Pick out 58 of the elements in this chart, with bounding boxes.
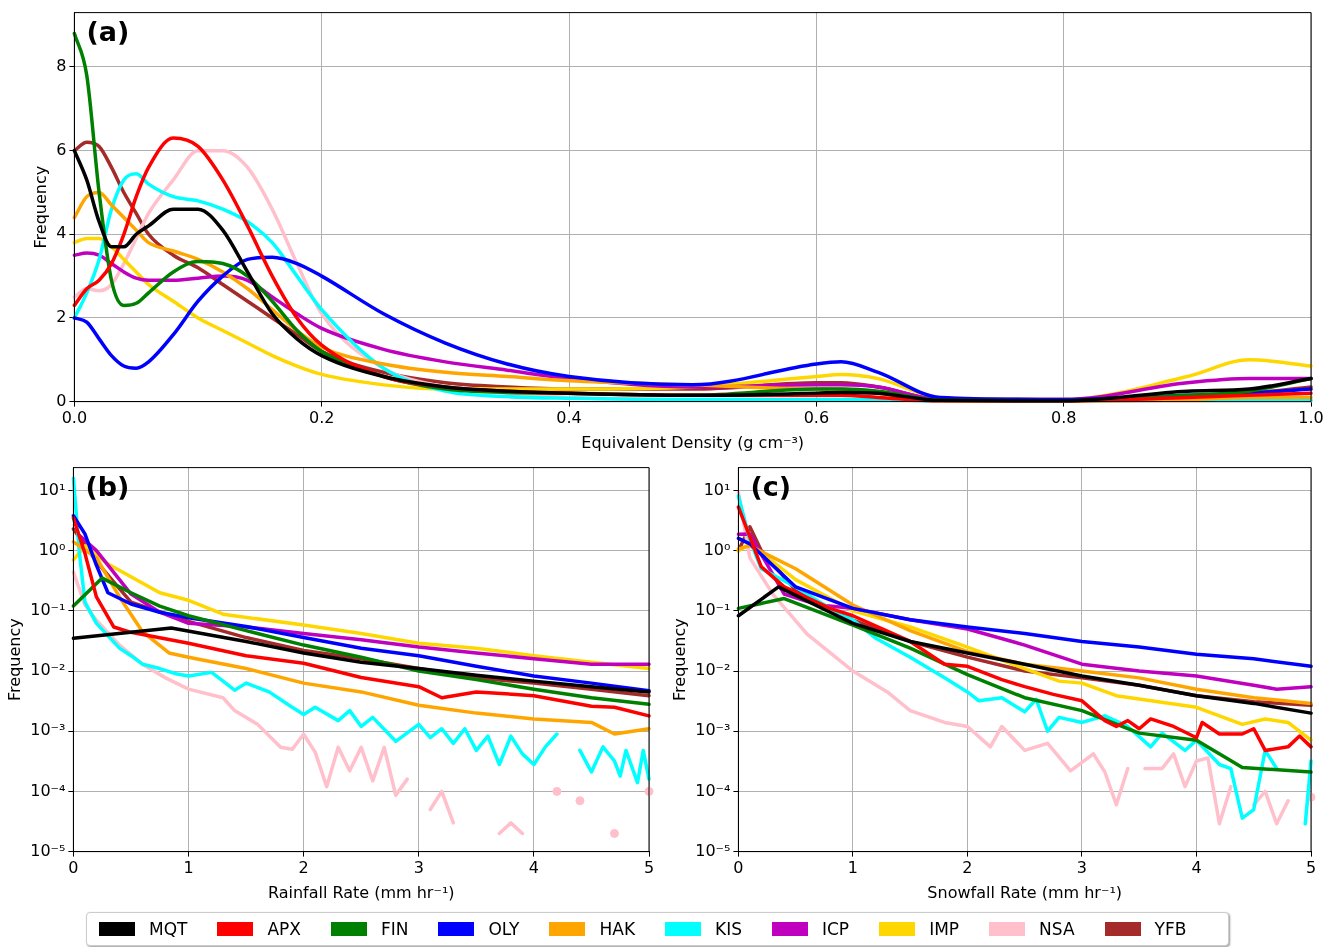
legend-label: HAK (599, 919, 636, 939)
y-tick-label: 4 (56, 223, 67, 243)
y-tick-label: 10¹ (703, 479, 731, 499)
y-tick-label: 10⁻² (695, 660, 731, 680)
x-tick-label: 5 (1305, 858, 1317, 878)
x-tick-label: 4 (1191, 858, 1202, 878)
annotation: (c) (750, 471, 792, 503)
y-axis-title: Frequency (669, 618, 689, 701)
x-tick-label: 0 (733, 858, 744, 878)
y-tick-label: 2 (56, 307, 67, 327)
y-tick-label: 10⁻¹ (695, 600, 731, 620)
y-tick-label: 10⁻¹ (30, 600, 66, 620)
legend-label: MQT (149, 919, 188, 939)
legend-label: APX (267, 919, 301, 939)
x-tick-label: 3 (1076, 858, 1088, 878)
y-tick-label: 6 (56, 139, 67, 159)
x-tick-label: 0.8 (1050, 408, 1077, 428)
y-tick-label: 10⁻⁵ (30, 840, 66, 860)
x-tick-label: 3 (413, 858, 424, 878)
x-tick-label: 0.0 (61, 408, 88, 428)
x-tick-label: 0.6 (803, 408, 830, 428)
x-axis-title: Snowfall Rate (mm hr⁻¹) (927, 882, 1123, 902)
x-tick-label: 5 (643, 858, 655, 878)
x-tick-label: 2 (298, 858, 309, 878)
y-tick-label: 10⁻³ (30, 720, 66, 740)
legend-label: ICP (821, 919, 850, 939)
x-axis-title: Equivalent Density (g cm⁻³) (581, 432, 805, 452)
y-tick-label: 10⁰ (38, 539, 66, 559)
point (552, 786, 562, 796)
x-tick-label: 4 (528, 858, 539, 878)
x-tick-label: 1.0 (1298, 408, 1324, 428)
legend-label: OLY (488, 919, 520, 939)
y-tick-label: 10⁻⁵ (695, 840, 731, 860)
x-tick-label: 0.4 (556, 408, 582, 428)
x-tick-label: 2 (962, 858, 973, 878)
point (575, 796, 585, 806)
y-axis-title: Frequency (30, 165, 50, 249)
annotation: (b) (85, 471, 130, 503)
legend-label: IMP (929, 919, 960, 939)
point (609, 828, 619, 838)
y-tick-label: 10⁰ (703, 539, 731, 559)
y-tick-label: 10⁻² (30, 660, 66, 680)
x-axis-title: Rainfall Rate (mm hr⁻¹) (267, 882, 455, 902)
y-tick-label: 8 (56, 56, 67, 76)
annotation: (a) (86, 16, 130, 48)
x-tick-label: 1 (183, 858, 194, 878)
legend-label: NSA (1039, 919, 1075, 939)
legend-label: YFB (1154, 919, 1187, 939)
y-tick-label: 10⁻⁴ (30, 780, 66, 800)
x-tick-label: 1 (847, 858, 859, 878)
x-tick-label: 0.2 (308, 408, 335, 428)
y-tick-label: 0 (56, 390, 67, 410)
y-tick-label: 10⁻³ (695, 720, 731, 740)
y-tick-label: 10¹ (38, 479, 66, 499)
y-axis-title: Frequency (4, 618, 24, 701)
legend-label: KIS (715, 919, 742, 939)
legend-label: FIN (380, 919, 409, 939)
y-tick-label: 10⁻⁴ (695, 780, 731, 800)
